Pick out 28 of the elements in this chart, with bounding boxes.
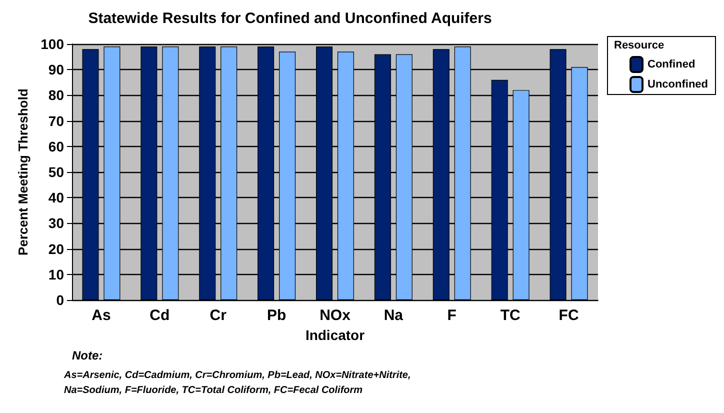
x-tick-label: Cr [210, 307, 227, 324]
x-tick-label: Na [384, 307, 404, 324]
x-tick-label: NOx [320, 307, 352, 324]
y-tick-label: 30 [48, 215, 64, 232]
y-tick-label: 20 [48, 240, 64, 257]
y-tick-label: 50 [48, 164, 64, 180]
x-tick-label: Cd [150, 307, 170, 324]
x-tick-label: TC [500, 307, 520, 324]
y-tick-label: 60 [48, 138, 64, 154]
text: As=Arsenic, Cd=Cadmium, Cr=Chromium, Pb=Lead, NOx=Nitrate+Nitrite, Na=Sodium, F=Fluoride, TC=Total Coliform, FC=Fecal Coliform [63, 370, 411, 396]
y-tick-label: 70 [48, 112, 64, 129]
x-axis-title: Indicator [305, 327, 366, 343]
legend-label: Confined [648, 58, 696, 70]
y-tick-label: 90 [48, 62, 64, 78]
y-axis-title: Percent Meeting Threshold [16, 88, 31, 256]
chart-title: Statewide Results for Confined and Unconfined Aquifers [88, 10, 492, 27]
y-tick-label: 10 [48, 266, 64, 282]
legend-label: Unconfined [648, 78, 708, 90]
x-tick-label: As [92, 307, 111, 324]
text: Note: [72, 348, 103, 362]
legend-title: Resource [614, 40, 664, 52]
x-tick-label: F [447, 307, 456, 324]
y-tick-label: 100 [40, 36, 64, 52]
y-tick-label: 80 [48, 87, 64, 104]
y-tick-label: 0 [56, 292, 64, 308]
x-tick-label: FC [558, 307, 579, 324]
y-tick-label: 40 [48, 190, 64, 206]
x-tick-label: Pb [266, 307, 286, 324]
